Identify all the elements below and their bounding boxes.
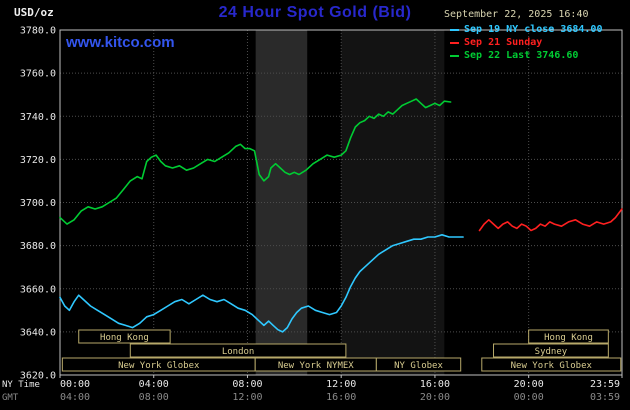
- session-label: Hong Kong: [100, 333, 149, 343]
- x-tick-label-gmt: 20:00: [420, 392, 450, 403]
- y-tick-label: 3640.0: [20, 327, 56, 338]
- x-tick-label-ny: 16:00: [420, 379, 450, 390]
- session-label: Hong Kong: [544, 333, 593, 343]
- legend-label-sep19: Sep 19 NY close 3684.00: [464, 24, 603, 35]
- session-box: [528, 329, 609, 344]
- x-tick-label-gmt: 03:59: [590, 392, 620, 403]
- y-tick-label: 3720.0: [20, 155, 56, 166]
- legend-item-sep22: Sep 22 Last 3746.60: [450, 50, 578, 62]
- session-box: [375, 357, 462, 372]
- session-label: New York Globex: [118, 361, 200, 371]
- x-tick-label-ny: 08:00: [232, 379, 262, 390]
- kitco-website-link[interactable]: www.kitco.com: [66, 34, 175, 51]
- price-series-sep22: [59, 98, 452, 225]
- x-tick-label-ny: 00:00: [60, 379, 90, 390]
- session-box: [78, 329, 171, 344]
- x-tick-label-gmt: 04:00: [60, 392, 90, 403]
- legend-label-sep21: Sep 21 Sunday: [464, 37, 543, 48]
- session-label: NY Globex: [394, 361, 443, 371]
- x-tick-label-gmt: 16:00: [326, 392, 356, 403]
- x-tick-label-gmt: 08:00: [139, 392, 169, 403]
- session-label: New York NYMEX: [278, 361, 354, 371]
- x-tick-label-ny: 23:59: [590, 379, 620, 390]
- legend: Sep 19 NY close 3684.00 Sep 21 Sunday Sep …: [450, 24, 602, 62]
- legend-swatch-sep22: [450, 55, 459, 57]
- x-axis-caption-gmt: GMT: [2, 393, 19, 403]
- x-tick-label-gmt: 12:00: [232, 392, 262, 403]
- price-series-sep21: [478, 208, 623, 232]
- session-box: [493, 343, 609, 358]
- highlight-band: [341, 30, 445, 375]
- y-tick-label: 3660.0: [20, 284, 56, 295]
- x-tick-label-ny: 20:00: [514, 379, 544, 390]
- x-axis-caption-ny: NY Time: [2, 380, 40, 390]
- y-tick-label: 3760.0: [20, 69, 56, 80]
- legend-swatch-sep21: [450, 42, 459, 44]
- highlight-band: [255, 30, 308, 375]
- x-tick-label-ny: 12:00: [326, 379, 356, 390]
- session-label: New York Globex: [511, 361, 593, 371]
- legend-label-sep22: Sep 22 Last 3746.60: [464, 50, 579, 61]
- legend-item-sep21: Sep 21 Sunday: [450, 37, 542, 49]
- y-axis-unit-label: USD/oz: [14, 6, 54, 19]
- session-box: [481, 357, 622, 372]
- x-tick-label-ny: 04:00: [139, 379, 169, 390]
- page-title: 24 Hour Spot Gold (Bid): [218, 4, 412, 21]
- session-label: Sydney: [535, 347, 568, 357]
- chart-datetime: September 22, 2025 16:40: [444, 9, 589, 20]
- y-tick-label: 3620.0: [20, 371, 56, 382]
- price-series-sep19: [59, 234, 464, 333]
- y-tick-label: 3780.0: [20, 26, 56, 37]
- session-box: [129, 343, 347, 358]
- y-tick-label: 3740.0: [20, 112, 56, 123]
- y-tick-label: 3680.0: [20, 241, 56, 252]
- x-tick-label-gmt: 00:00: [514, 392, 544, 403]
- legend-item-sep19: Sep 19 NY close 3684.00: [450, 24, 602, 36]
- legend-swatch-sep19: [450, 29, 459, 31]
- session-label: London: [222, 347, 255, 357]
- y-tick-label: 3700.0: [20, 198, 56, 209]
